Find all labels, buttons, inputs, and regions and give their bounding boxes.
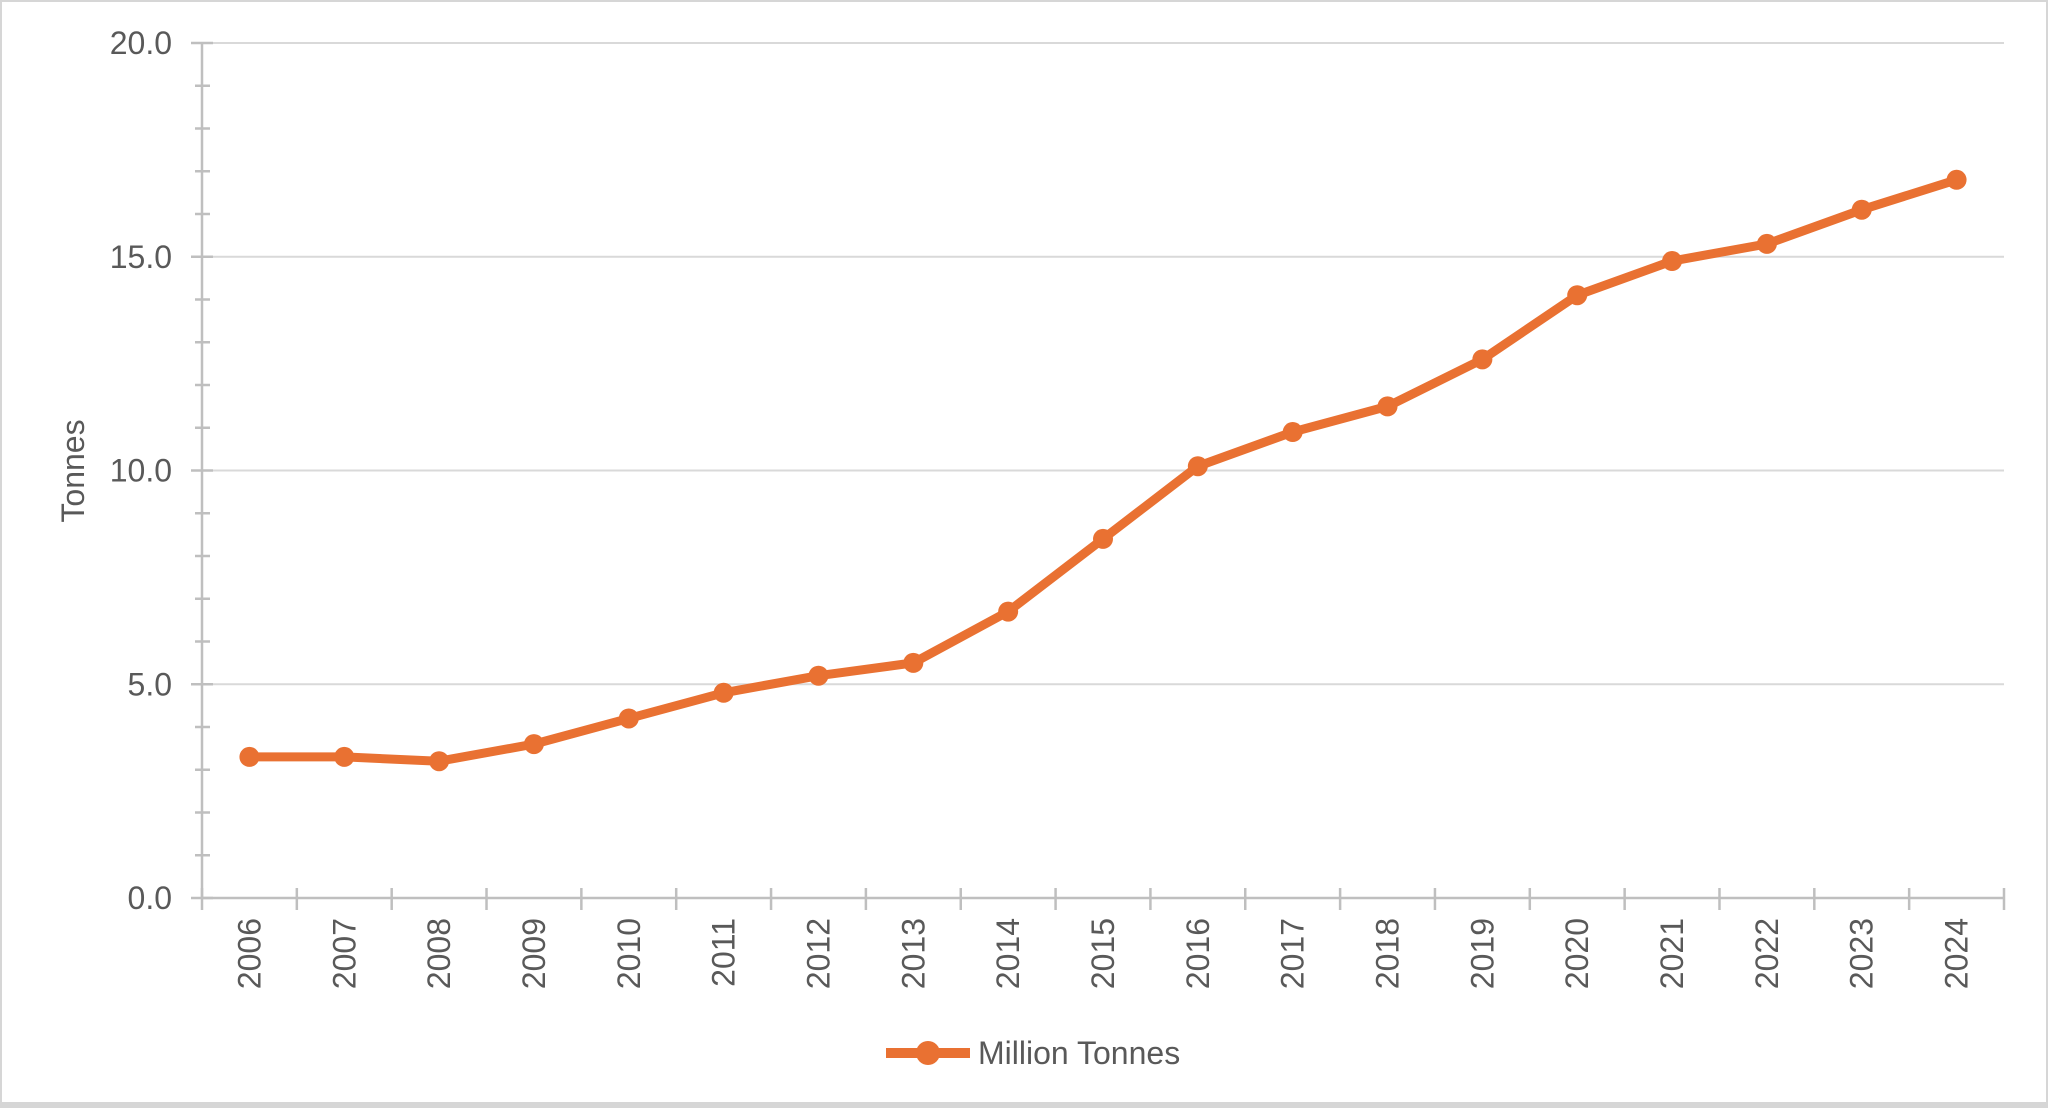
x-tick-label-2024: 2024 xyxy=(1939,918,1975,989)
legend: Million Tonnes xyxy=(886,1035,1180,1071)
data-point-2010 xyxy=(618,708,639,729)
data-point-2021 xyxy=(1662,251,1683,272)
x-tick-label-2010: 2010 xyxy=(611,918,647,989)
y-tick-label-0.0: 0.0 xyxy=(128,880,172,916)
data-point-2013 xyxy=(903,652,924,673)
legend-label: Million Tonnes xyxy=(978,1035,1180,1071)
x-tick-label-2016: 2016 xyxy=(1180,918,1216,989)
x-tick-label-2019: 2019 xyxy=(1464,918,1500,989)
y-tick-label-20.0: 20.0 xyxy=(110,25,172,61)
x-tick-label-2013: 2013 xyxy=(895,918,931,989)
data-point-2007 xyxy=(334,746,355,767)
gridlines xyxy=(202,42,2004,686)
data-point-2018 xyxy=(1377,396,1398,417)
data-point-2023 xyxy=(1851,199,1872,220)
x-tick-label-2012: 2012 xyxy=(800,918,836,989)
x-tick-label-2020: 2020 xyxy=(1559,918,1595,989)
data-point-2012 xyxy=(808,665,829,686)
x-tick-label-2015: 2015 xyxy=(1085,918,1121,989)
y-tick-labels: 0.0 5.0 10.0 15.0 20.0 xyxy=(110,25,172,916)
series-million-tonnes xyxy=(239,169,1967,772)
data-point-2016 xyxy=(1187,456,1208,477)
data-point-2011 xyxy=(713,682,734,703)
legend-marker-icon xyxy=(916,1041,940,1065)
y-tick-label-10.0: 10.0 xyxy=(110,453,172,489)
x-tick-label-2023: 2023 xyxy=(1844,918,1880,989)
data-point-2022 xyxy=(1756,233,1777,254)
axes xyxy=(191,41,2006,910)
x-tick-label-2007: 2007 xyxy=(326,918,362,989)
x-tick-labels: 2006 2007 2008 2009 2010 2011 2012 2013 2014 2015… xyxy=(231,918,1974,989)
x-tick-label-2021: 2021 xyxy=(1654,918,1690,989)
data-point-2006 xyxy=(239,746,260,767)
data-point-2020 xyxy=(1567,285,1588,306)
data-point-2015 xyxy=(1093,528,1113,549)
x-tick-label-2006: 2006 xyxy=(231,918,267,989)
data-point-2009 xyxy=(523,734,544,755)
x-tick-label-2008: 2008 xyxy=(421,918,457,989)
x-tick-label-2017: 2017 xyxy=(1275,918,1311,989)
x-tick-label-2011: 2011 xyxy=(706,918,742,987)
data-point-2014 xyxy=(998,601,1019,622)
data-point-2024 xyxy=(1946,169,1967,190)
x-tick-label-2022: 2022 xyxy=(1749,918,1785,989)
data-point-2017 xyxy=(1282,422,1303,443)
x-tick-label-2014: 2014 xyxy=(990,918,1026,989)
data-point-2008 xyxy=(429,751,450,772)
x-tick-label-2009: 2009 xyxy=(516,918,552,989)
data-point-2019 xyxy=(1472,349,1493,370)
x-tick-label-2018: 2018 xyxy=(1370,918,1406,989)
y-axis-title: Tonnes xyxy=(55,419,91,522)
y-tick-label-15.0: 15.0 xyxy=(110,239,172,275)
y-tick-label-5.0: 5.0 xyxy=(128,666,172,702)
